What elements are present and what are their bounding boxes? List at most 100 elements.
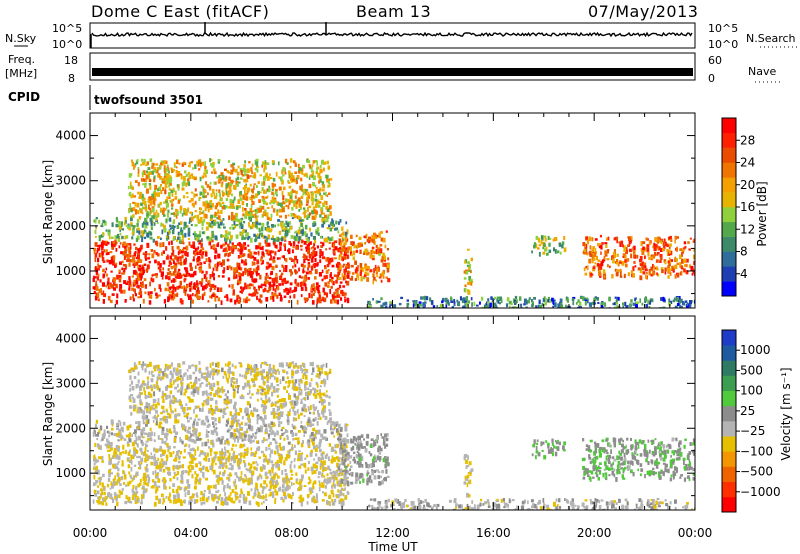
data-cell [197, 159, 201, 164]
data-cell [134, 209, 137, 215]
data-cell [670, 238, 673, 242]
data-cell [121, 267, 124, 271]
data-cell [292, 244, 295, 248]
data-cell [288, 200, 291, 206]
data-cell [190, 198, 194, 202]
data-cell [134, 433, 137, 437]
data-cell [310, 286, 313, 292]
data-cell [147, 478, 150, 484]
data-cell [318, 180, 320, 184]
data-cell [257, 250, 260, 255]
data-cell [344, 292, 347, 296]
data-cell [93, 474, 96, 480]
data-cell [336, 299, 339, 305]
data-cell [266, 162, 270, 165]
data-cell [624, 254, 627, 259]
data-cell [168, 184, 171, 188]
data-cell [322, 185, 326, 189]
data-cell [155, 273, 158, 276]
data-cell [133, 252, 137, 257]
data-cell [537, 237, 540, 242]
data-cell [279, 246, 282, 252]
data-cell [239, 297, 242, 303]
data-cell [108, 469, 111, 474]
data-cell [295, 230, 298, 234]
data-cell [113, 259, 115, 265]
data-cell [205, 270, 208, 275]
data-cell [678, 296, 681, 300]
data-cell [201, 211, 204, 215]
data-cell [307, 207, 309, 212]
data-cell [110, 419, 114, 424]
data-cell [219, 219, 222, 223]
data-cell [289, 287, 292, 291]
data-cell [237, 279, 240, 285]
data-cell [149, 281, 151, 287]
data-cell [282, 174, 285, 177]
data-cell [190, 281, 193, 286]
data-cell [592, 256, 595, 261]
data-cell [251, 261, 254, 266]
data-cell [143, 481, 146, 485]
data-cell [226, 170, 229, 173]
data-cell [133, 195, 136, 198]
data-cell [183, 208, 186, 211]
data-cell [297, 216, 301, 220]
data-cell [188, 461, 192, 464]
data-cell [508, 305, 511, 308]
data-cell [630, 299, 633, 303]
data-cell [215, 431, 218, 437]
data-cell [151, 215, 154, 219]
data-cell [346, 274, 350, 279]
data-cell [150, 452, 153, 455]
data-cell [215, 427, 218, 430]
data-cell [119, 242, 122, 245]
data-cell [149, 291, 153, 295]
data-cell [174, 262, 178, 267]
data-cell [120, 290, 123, 294]
data-cell [151, 170, 154, 175]
data-cell [237, 282, 239, 286]
data-cell [121, 427, 124, 433]
data-cell [100, 456, 102, 460]
data-cell [274, 497, 277, 501]
data-cell [230, 235, 233, 239]
data-cell [585, 236, 588, 241]
data-cell [298, 209, 301, 212]
data-cell [175, 173, 178, 178]
data-cell [548, 242, 551, 247]
data-cell [101, 251, 104, 256]
data-cell [134, 251, 137, 254]
data-cell [320, 245, 323, 248]
data-cell [269, 480, 272, 484]
data-cell [471, 302, 473, 307]
data-cell [118, 225, 122, 230]
data-cell [320, 251, 324, 256]
data-cell [330, 285, 333, 289]
data-cell [384, 301, 388, 306]
data-cell [309, 241, 312, 245]
data-cell [241, 439, 244, 442]
data-cell [240, 286, 243, 290]
data-cell [250, 447, 253, 451]
data-cell [140, 244, 143, 250]
data-cell [304, 254, 307, 259]
data-cell [649, 269, 652, 273]
data-cell [264, 227, 268, 231]
data-cell [469, 278, 473, 283]
data-cell [307, 191, 310, 196]
colorbar-band [722, 192, 736, 208]
data-cell [151, 274, 154, 277]
data-cell [243, 298, 245, 303]
data-cell [233, 267, 236, 272]
data-cell [248, 470, 252, 473]
data-cell [388, 305, 391, 308]
data-cell [125, 495, 128, 500]
data-cell [222, 191, 225, 197]
data-cell [155, 163, 159, 166]
data-cell [464, 287, 467, 293]
data-cell [261, 251, 264, 256]
data-cell [238, 262, 241, 267]
data-cell [304, 469, 307, 474]
data-cell [93, 291, 96, 295]
